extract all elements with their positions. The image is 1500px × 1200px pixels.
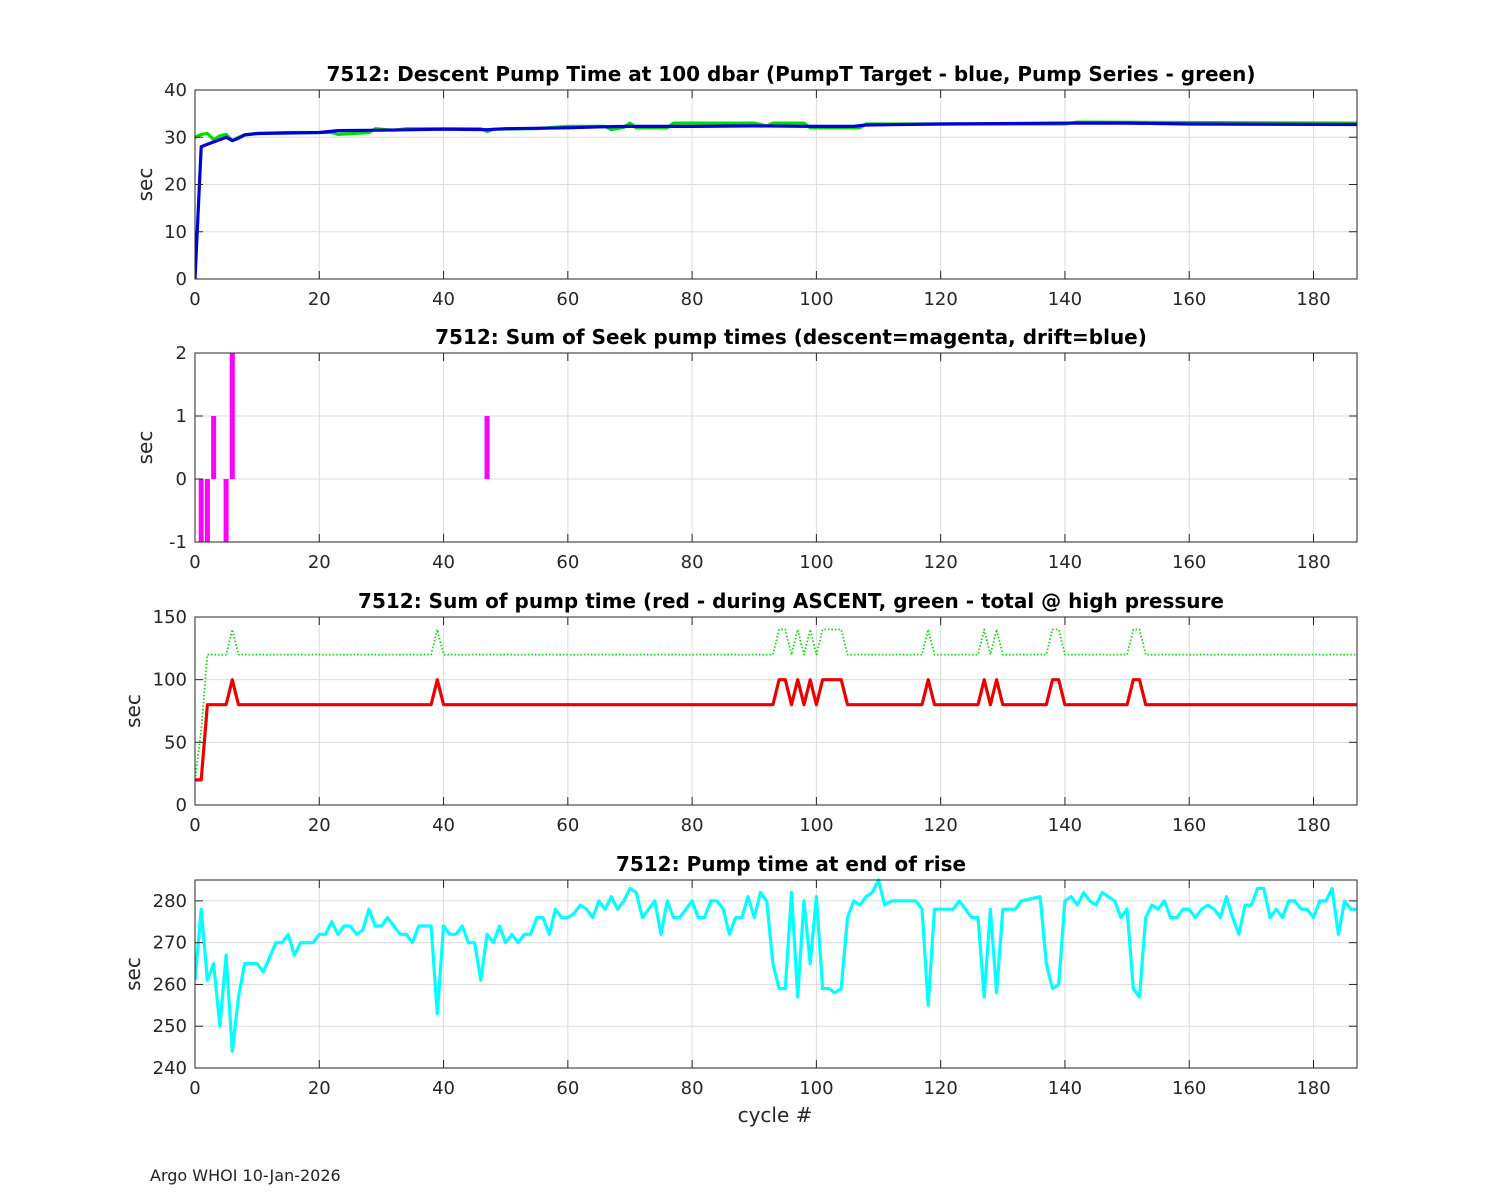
x-tick-label: 140 bbox=[1048, 1078, 1082, 1099]
y-axis-label: sec bbox=[121, 957, 145, 991]
series-line-2 bbox=[195, 121, 1357, 280]
y-axis-label: sec bbox=[121, 694, 145, 728]
x-tick-label: 0 bbox=[189, 1078, 200, 1099]
axes-frame bbox=[194, 879, 1358, 1069]
y-tick-label: 2 bbox=[176, 343, 187, 364]
bar bbox=[229, 353, 235, 479]
series-line-2 bbox=[195, 678, 1357, 782]
x-tick-label: 140 bbox=[1048, 552, 1082, 573]
x-tick-label: 80 bbox=[681, 815, 704, 836]
x-tick-label: 60 bbox=[556, 1078, 579, 1099]
x-tick-label: 40 bbox=[432, 289, 455, 310]
x-tick-label: 20 bbox=[308, 289, 331, 310]
footer-text: Argo WHOI 10-Jan-2026 bbox=[150, 1166, 341, 1185]
x-tick-label: 0 bbox=[189, 552, 200, 573]
x-tick-label: 80 bbox=[681, 1078, 704, 1099]
series-line-1 bbox=[195, 878, 1357, 1053]
x-tick-label: 180 bbox=[1296, 289, 1330, 310]
y-tick-label: 260 bbox=[153, 974, 187, 995]
subplot-title: 7512: Pump time at end of rise bbox=[616, 852, 966, 876]
x-axis-label: cycle # bbox=[738, 1103, 813, 1127]
x-tick-label: 180 bbox=[1296, 815, 1330, 836]
subplot-1: 0 20 40 60 80 100 120 140 160 180 0 10 20 30 40 7512: D… bbox=[133, 62, 1358, 310]
x-tick-label: 60 bbox=[556, 289, 579, 310]
x-tick-label: 80 bbox=[681, 289, 704, 310]
x-tick-label: 160 bbox=[1172, 1078, 1206, 1099]
y-tick-label: 30 bbox=[164, 127, 187, 148]
x-tick-label: 100 bbox=[799, 1078, 833, 1099]
plot-area bbox=[195, 353, 1357, 542]
x-tick-label: 160 bbox=[1172, 289, 1206, 310]
axes-frame bbox=[194, 352, 1358, 543]
plot-area bbox=[195, 617, 1357, 805]
subplot-title: 7512: Sum of pump time (red - during ASC… bbox=[358, 589, 1224, 613]
y-tick-label: 20 bbox=[164, 175, 187, 196]
x-tick-label: 20 bbox=[308, 552, 331, 573]
x-tick-label: 140 bbox=[1048, 289, 1082, 310]
x-tick-label: 0 bbox=[189, 289, 200, 310]
x-tick-label: 60 bbox=[556, 815, 579, 836]
y-tick-label: 100 bbox=[153, 670, 187, 691]
x-tick-label: 40 bbox=[432, 1078, 455, 1099]
axes-frame bbox=[194, 616, 1358, 806]
y-tick-label: 150 bbox=[153, 607, 187, 628]
y-tick-label: 0 bbox=[176, 795, 187, 816]
y-tick-label: 10 bbox=[164, 222, 187, 243]
x-tick-label: 160 bbox=[1172, 552, 1206, 573]
subplot-4: 0 20 40 60 80 100 120 140 160 180 240 250 260 270 280 7… bbox=[121, 852, 1358, 1127]
x-tick-label: 120 bbox=[923, 289, 957, 310]
y-tick-label: 40 bbox=[164, 80, 187, 101]
x-tick-label: 100 bbox=[799, 289, 833, 310]
x-tick-label: 0 bbox=[189, 815, 200, 836]
y-axis-label: sec bbox=[133, 168, 157, 202]
series-line-1 bbox=[195, 628, 1357, 781]
x-tick-label: 40 bbox=[432, 815, 455, 836]
x-tick-label: 160 bbox=[1172, 815, 1206, 836]
y-tick-label: 0 bbox=[176, 269, 187, 290]
x-tick-label: 100 bbox=[799, 815, 833, 836]
y-tick-label: 280 bbox=[153, 891, 187, 912]
x-tick-label: 120 bbox=[923, 552, 957, 573]
x-tick-label: 20 bbox=[308, 815, 331, 836]
subplot-title: 7512: Descent Pump Time at 100 dbar (Pum… bbox=[327, 62, 1256, 86]
bar bbox=[211, 416, 217, 479]
x-tick-label: 20 bbox=[308, 1078, 331, 1099]
bar bbox=[198, 479, 204, 542]
x-tick-label: 120 bbox=[923, 1078, 957, 1099]
x-tick-label: 140 bbox=[1048, 815, 1082, 836]
y-tick-label: 270 bbox=[153, 933, 187, 954]
y-tick-label: 0 bbox=[176, 469, 187, 490]
y-tick-label: 250 bbox=[153, 1016, 187, 1037]
y-tick-label: 1 bbox=[176, 406, 187, 427]
y-tick-label: -1 bbox=[169, 532, 187, 553]
bar bbox=[223, 479, 229, 542]
x-tick-label: 120 bbox=[923, 815, 957, 836]
y-axis-label: sec bbox=[133, 431, 157, 465]
x-tick-label: 180 bbox=[1296, 1078, 1330, 1099]
subplot-3: 0 20 40 60 80 100 120 140 160 180 0 50 100 150 7512: S… bbox=[121, 589, 1358, 836]
x-tick-label: 100 bbox=[799, 552, 833, 573]
y-tick-label: 50 bbox=[164, 732, 187, 753]
subplot-title: 7512: Sum of Seek pump times (descent=ma… bbox=[435, 325, 1147, 349]
bar bbox=[204, 479, 210, 542]
x-tick-label: 180 bbox=[1296, 552, 1330, 573]
bar bbox=[484, 416, 490, 479]
y-tick-label: 240 bbox=[153, 1058, 187, 1079]
x-tick-label: 40 bbox=[432, 552, 455, 573]
x-tick-label: 80 bbox=[681, 552, 704, 573]
x-tick-label: 60 bbox=[556, 552, 579, 573]
